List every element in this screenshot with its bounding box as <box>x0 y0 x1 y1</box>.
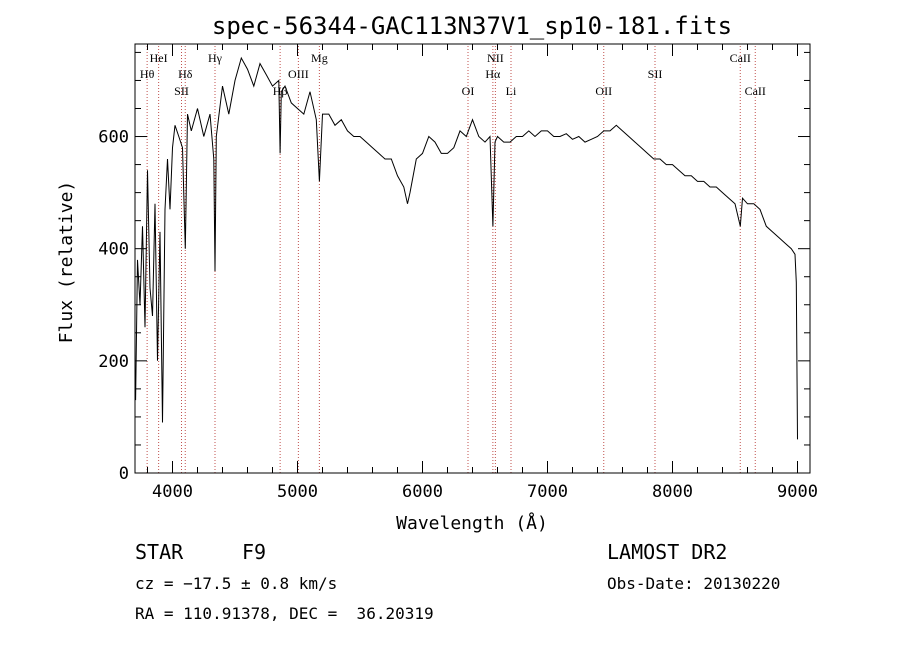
x-tick-label: 4000 <box>152 482 193 502</box>
line-marker-label: NII <box>487 51 504 65</box>
object-type: F9 <box>242 540 267 564</box>
redshift-readout: cz = −17.5 ± 0.8 km/s <box>135 574 338 593</box>
axis-tick-labels: 4000 5000 6000 7000 8000 9000 0 200 400 600 <box>98 128 818 502</box>
line-marker-label: HeI <box>150 51 168 65</box>
line-marker-label: Hγ <box>208 51 223 65</box>
x-axis-label: Wavelength (Å) <box>396 512 548 534</box>
observation-date: Obs-Date: 20130220 <box>607 574 781 593</box>
line-marker-label: SII <box>648 67 663 81</box>
axis-ticks <box>135 44 810 474</box>
x-tick-label: 7000 <box>527 482 568 502</box>
line-marker-label: OII <box>595 84 612 98</box>
x-tick-label: 5000 <box>277 482 318 502</box>
y-axis-label: Flux (relative) <box>56 181 77 344</box>
x-tick-label: 8000 <box>652 482 693 502</box>
spectrum-line <box>135 56 798 440</box>
object-class: STAR <box>135 540 184 564</box>
line-marker-label: OI <box>462 84 475 98</box>
line-marker-label: CaII <box>745 84 766 98</box>
line-marker-label: OIII <box>288 67 309 81</box>
x-tick-label: 6000 <box>402 482 443 502</box>
y-tick-label: 0 <box>119 464 129 484</box>
line-marker-label: Hα <box>485 67 501 81</box>
ra-dec-readout: RA = 110.91378, DEC = 36.20319 <box>135 604 434 623</box>
plot-frame <box>134 43 811 474</box>
line-marker-group <box>146 46 756 473</box>
survey-name: LAMOST DR2 <box>607 540 728 564</box>
line-marker-label: Mg <box>311 51 328 65</box>
y-tick-label: 600 <box>98 128 129 148</box>
y-tick-label: 200 <box>98 352 129 372</box>
line-marker-label: Hθ <box>140 67 155 81</box>
chart-title: spec-56344-GAC113N37V1_sp10-181.fits <box>212 12 732 40</box>
x-tick-label: 9000 <box>777 482 818 502</box>
y-tick-label: 400 <box>98 240 129 260</box>
line-marker-label: CaII <box>730 51 751 65</box>
line-marker-label: SII <box>174 84 189 98</box>
line-marker-label: Hδ <box>178 67 193 81</box>
line-marker-label: Li <box>506 84 517 98</box>
